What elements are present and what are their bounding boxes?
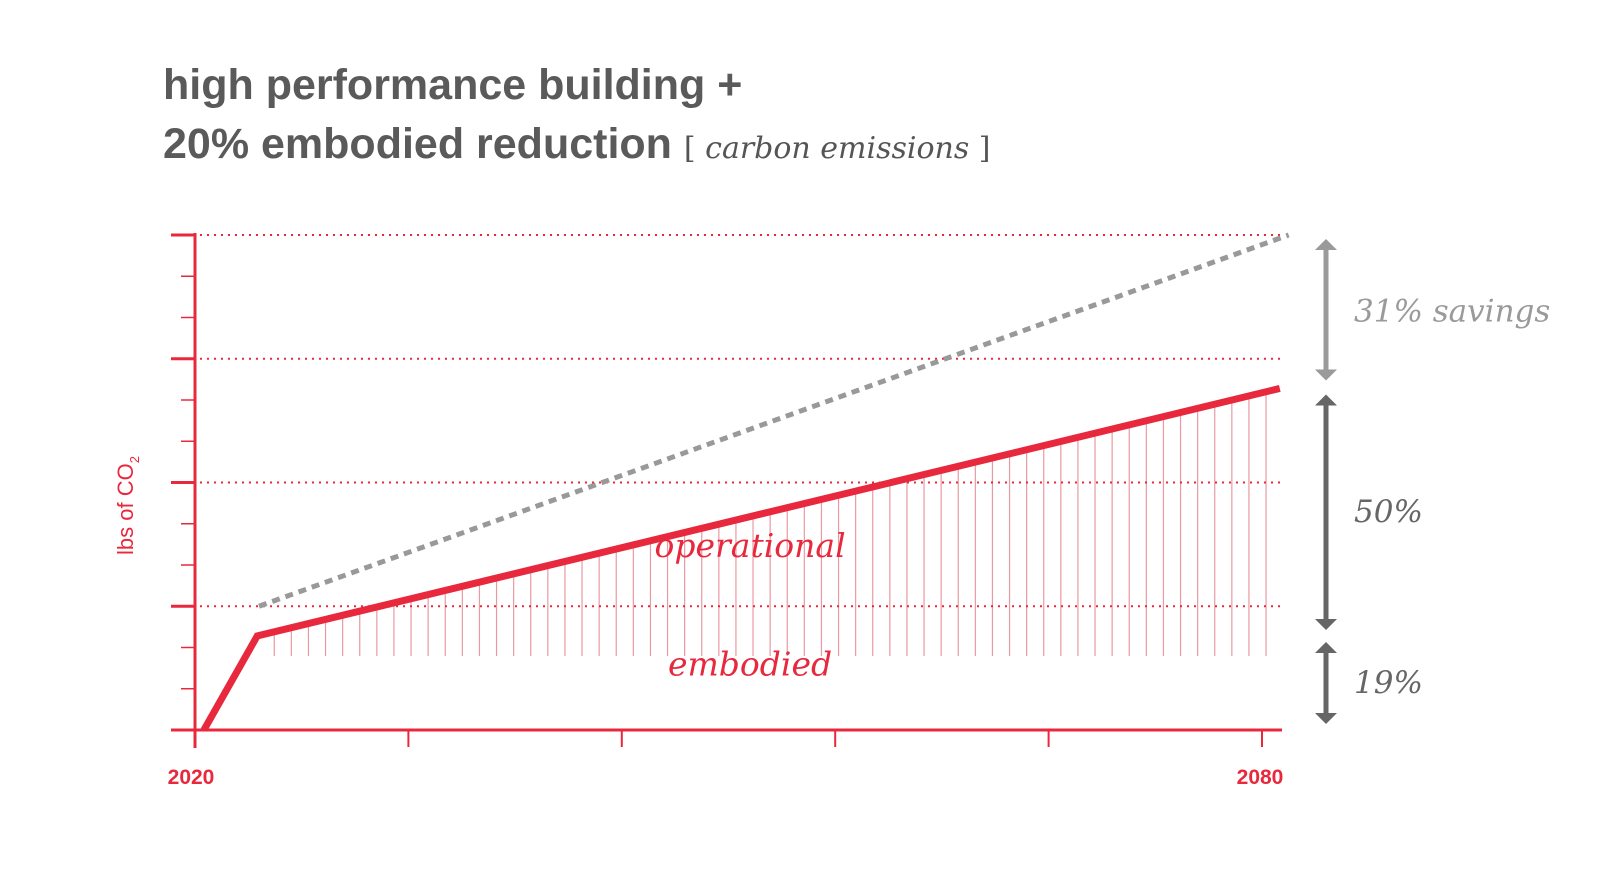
chart-title-line-2: 20% embodied reduction [ carbon emission…: [163, 123, 991, 166]
chart-title-main: 20% embodied reduction: [163, 120, 672, 168]
subtitle-text: carbon emissions: [705, 131, 970, 166]
annotation-label: 19%: [1354, 665, 1423, 701]
region-label-operational: operational: [654, 526, 845, 565]
arrow-up-icon: [1315, 641, 1337, 653]
arrow-down-icon: [1315, 369, 1337, 381]
arrow-down-icon: [1315, 618, 1337, 630]
baseline-dashed-line: [258, 232, 1290, 609]
x-tick-label: 2080: [1237, 766, 1284, 789]
arrow-up-icon: [1315, 239, 1337, 250]
region-label-embodied: embodied: [668, 645, 832, 684]
annotation-label: 50%: [1354, 494, 1423, 530]
arrow-down-icon: [1315, 713, 1337, 724]
y-axis-label: lbs of CO2: [113, 456, 142, 555]
annotation-label: 31% savings: [1354, 294, 1550, 330]
x-tick-label: 2020: [168, 766, 215, 789]
emissions-line: [200, 385, 1281, 732]
arrow-up-icon: [1315, 394, 1337, 406]
chart-subtitle: [ carbon emissions ]: [683, 131, 991, 166]
chart-title-line-1: high performance building +: [163, 61, 743, 109]
y-axis-label-subscript: 2: [127, 456, 142, 463]
